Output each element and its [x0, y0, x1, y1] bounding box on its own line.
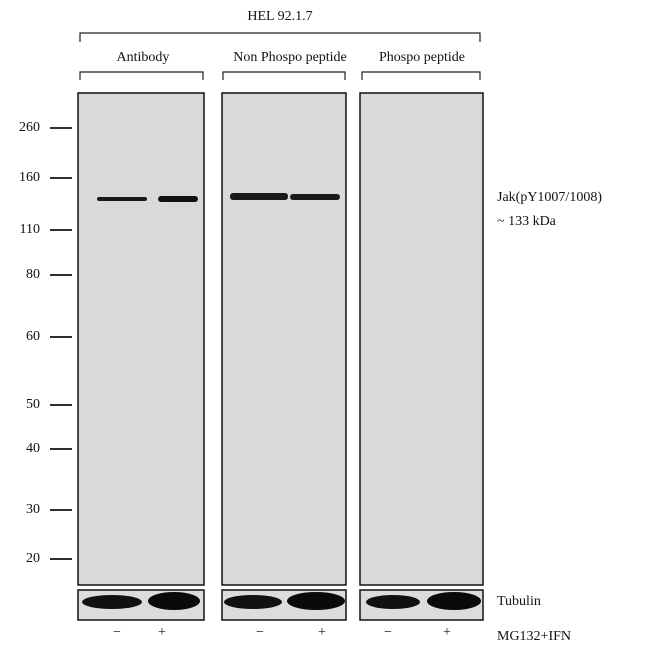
group-label: Non Phospo peptide	[233, 50, 347, 65]
marker-label: 20	[26, 551, 40, 566]
marker-label: 60	[26, 329, 40, 344]
cell-line-title: HEL 92.1.7	[247, 9, 312, 24]
blot-panel	[77, 92, 205, 586]
band	[158, 196, 198, 202]
blot-panel	[359, 92, 484, 586]
lane-sign: +	[158, 625, 166, 640]
tubulin-band	[366, 595, 420, 609]
marker-label: 160	[19, 170, 40, 185]
band-name: Jak(pY1007/1008)	[497, 190, 602, 205]
lane-sign: +	[318, 625, 326, 640]
tubulin-band	[427, 592, 481, 610]
blot-panel	[221, 92, 347, 586]
group-bracket	[79, 71, 204, 80]
top-bracket	[79, 32, 481, 42]
lane-sign: +	[443, 625, 451, 640]
marker-label: 80	[26, 267, 40, 282]
band	[230, 193, 288, 200]
band	[97, 197, 147, 201]
tubulin-band	[148, 592, 200, 610]
group-bracket	[361, 71, 481, 80]
loading-control-label: Tubulin	[497, 594, 541, 609]
group-label: Antibody	[117, 50, 170, 65]
band-size: ~ 133 kDa	[497, 214, 557, 229]
tubulin-band	[224, 595, 282, 609]
group-bracket	[222, 71, 346, 80]
tubulin-band	[82, 595, 142, 609]
tubulin-band	[287, 592, 345, 610]
lane-sign: −	[113, 625, 121, 640]
lane-sign: −	[256, 625, 264, 640]
marker-label: 30	[26, 502, 40, 517]
marker-label: 260	[19, 120, 40, 135]
group-label: Phospo peptide	[379, 50, 465, 65]
lane-sign: −	[384, 625, 392, 640]
marker-label: 50	[26, 397, 40, 412]
band	[290, 194, 340, 200]
marker-label: 40	[26, 441, 40, 456]
marker-label: 110	[20, 222, 40, 237]
treatment-label: MG132+IFN	[497, 629, 571, 644]
